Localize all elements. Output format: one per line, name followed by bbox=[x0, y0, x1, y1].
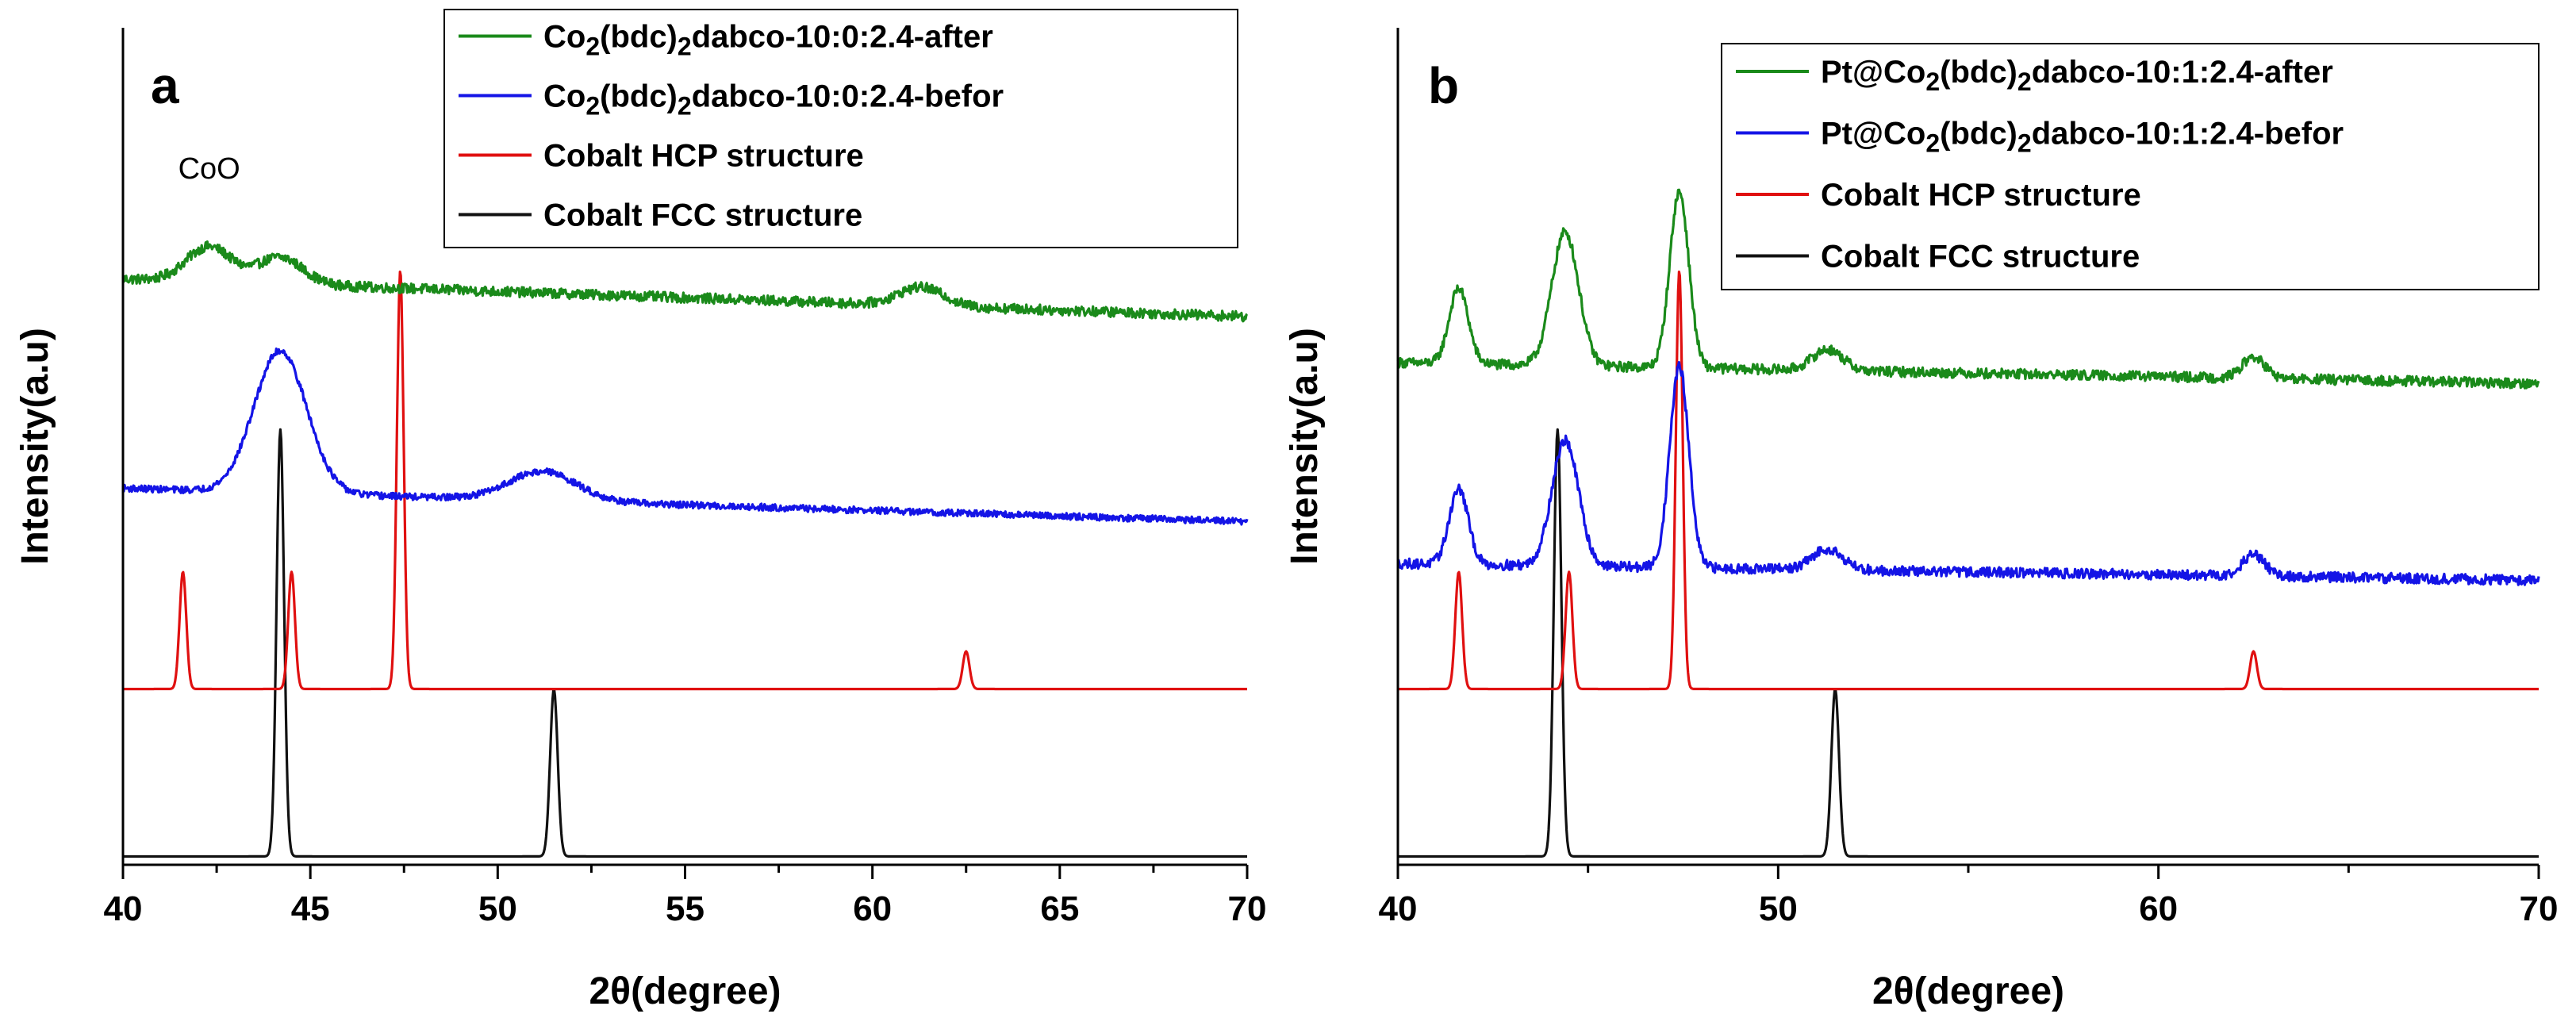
panel-a-chart: 40 45 50 55 60 65 70 2θ(degree) Intensity(a.u) a C… bbox=[14, 9, 1267, 1012]
x-tick-label: 40 bbox=[1379, 889, 1418, 928]
x-tick-label: 45 bbox=[291, 889, 330, 928]
series-line-cobalt-hcp-structure bbox=[122, 271, 1248, 691]
panel-b-chart: 40 50 60 70 2θ(degree) Intensity(a.u) b Pt@Co2(… bbox=[1284, 28, 2558, 1012]
panel-letter: a bbox=[151, 57, 179, 114]
legend-box bbox=[443, 9, 1238, 248]
y-axis-title: Intensity(a.u) bbox=[1284, 328, 1326, 565]
x-tick-label: 65 bbox=[1040, 889, 1079, 928]
x-axis-title: 2θ(degree) bbox=[1872, 970, 2064, 1012]
legend-label: Pt@Co2(bdc)2dabco-10:1:2.4-befor bbox=[1821, 116, 2344, 157]
legend-label: Co2(bdc)2dabco-10:0:2.4-after bbox=[543, 20, 993, 61]
series-line-cobalt-fcc-structure bbox=[1397, 428, 2540, 858]
legend-label: Cobalt FCC structure bbox=[543, 198, 862, 233]
x-tick-label: 50 bbox=[1759, 889, 1798, 928]
series-line-co2-bdc-2dabco-10-0-2-4-befor bbox=[121, 348, 1249, 526]
legend-label: Cobalt HCP structure bbox=[1821, 178, 2141, 213]
series-line-cobalt-hcp-structure bbox=[1397, 271, 2540, 691]
series-line-pt-co2-bdc-2dabco-10-1-2-4-befor bbox=[1397, 360, 2540, 586]
x-tick-label: 70 bbox=[2520, 889, 2559, 928]
legend-label: Pt@Co2(bdc)2dabco-10:1:2.4-after bbox=[1821, 55, 2333, 96]
y-axis-title: Intensity(a.u) bbox=[14, 328, 56, 565]
x-tick-label: 60 bbox=[2139, 889, 2178, 928]
x-tick-label: 60 bbox=[853, 889, 892, 928]
legend-label: Cobalt HCP structure bbox=[543, 139, 864, 174]
legend-box bbox=[1721, 43, 2540, 290]
x-tick-label: 50 bbox=[478, 889, 517, 928]
series-line-pt-co2-bdc-2dabco-10-1-2-4-after bbox=[1396, 188, 2540, 390]
series-line-cobalt-fcc-structure bbox=[122, 428, 1248, 858]
x-tick-label: 70 bbox=[1228, 889, 1267, 928]
legend-label: Co2(bdc)2dabco-10:0:2.4-befor bbox=[543, 79, 1004, 121]
legend-label: Cobalt FCC structure bbox=[1821, 239, 2140, 274]
x-tick-label: 40 bbox=[104, 889, 143, 928]
panel-letter: b bbox=[1428, 57, 1459, 114]
x-axis-title: 2θ(degree) bbox=[589, 970, 781, 1012]
series-line-co2-bdc-2dabco-10-0-2-4-after bbox=[121, 240, 1249, 323]
peak-annotation: CoO bbox=[179, 152, 240, 186]
x-tick-label: 55 bbox=[666, 889, 704, 928]
